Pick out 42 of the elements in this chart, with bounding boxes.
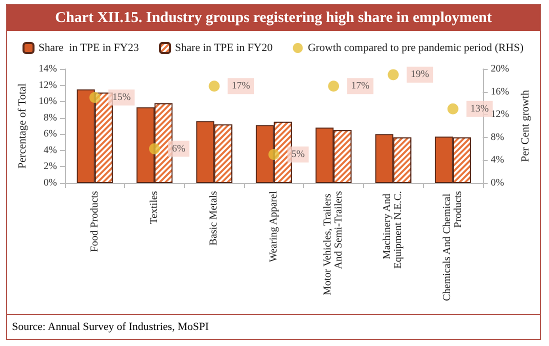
x-tick-label: Basic Metals (208, 191, 220, 246)
legend-label: Growth compared to pre pandemic period (RHS) (308, 42, 524, 54)
y2-axis-title: Per Cent growth (520, 89, 532, 162)
y-tick-label: 2% (44, 161, 57, 172)
data-label: 15% (112, 92, 131, 103)
y2-tick-label: 20% (490, 64, 510, 74)
y-tick-label: 10% (38, 96, 57, 108)
x-tick-label: Motor Vehicles, Trailers And Semi-Trailers (322, 191, 345, 296)
x-tick-label: Textiles (149, 191, 160, 224)
x-tick-label: Chemicals And Chemical Products (442, 191, 464, 301)
y-tick-label: 4% (44, 144, 57, 156)
chart-title: Chart XII.15. Industry groups registering high share in employment (7, 5, 540, 31)
y-tick-label: 0% (44, 178, 57, 188)
point (208, 80, 220, 92)
point (149, 143, 160, 154)
data-label: 17% (351, 80, 370, 92)
y2-tick-label: 16% (490, 86, 510, 98)
x-tick-label: Machinery And Equipment N.E.C. (382, 191, 404, 269)
y2-tick-label: 8% (490, 132, 504, 143)
y-tick-label: 8% (44, 112, 57, 124)
x-tick-label: Food Products (89, 191, 100, 252)
point (328, 80, 340, 92)
y2-tick-label: 0% (490, 178, 504, 188)
y-tick-label: 6% (44, 128, 57, 140)
data-label: 19% (410, 69, 430, 80)
data-label: 13% (470, 103, 489, 114)
point (89, 92, 100, 103)
data-label: 17% (232, 80, 250, 92)
x-tick-label: Wearing Apparel (268, 190, 280, 262)
point (447, 103, 458, 114)
legend-label: Share in TPE in FY23 (38, 42, 140, 54)
y2-tick-label: 12% (490, 109, 510, 120)
y-axis-title: Percentage of Total (16, 83, 28, 169)
data-label: 5% (291, 149, 305, 160)
point (388, 69, 399, 80)
source-note: Source: Annual Survey of Industries, MoSPI (7, 314, 540, 339)
y-tick-label: 12% (38, 80, 57, 91)
data-label: 6% (172, 143, 186, 154)
point (268, 149, 280, 160)
y2-tick-label: 4% (490, 154, 504, 166)
legend-label: Share in TPE in FY20 (175, 42, 274, 54)
y-tick-label: 14% (38, 64, 57, 74)
